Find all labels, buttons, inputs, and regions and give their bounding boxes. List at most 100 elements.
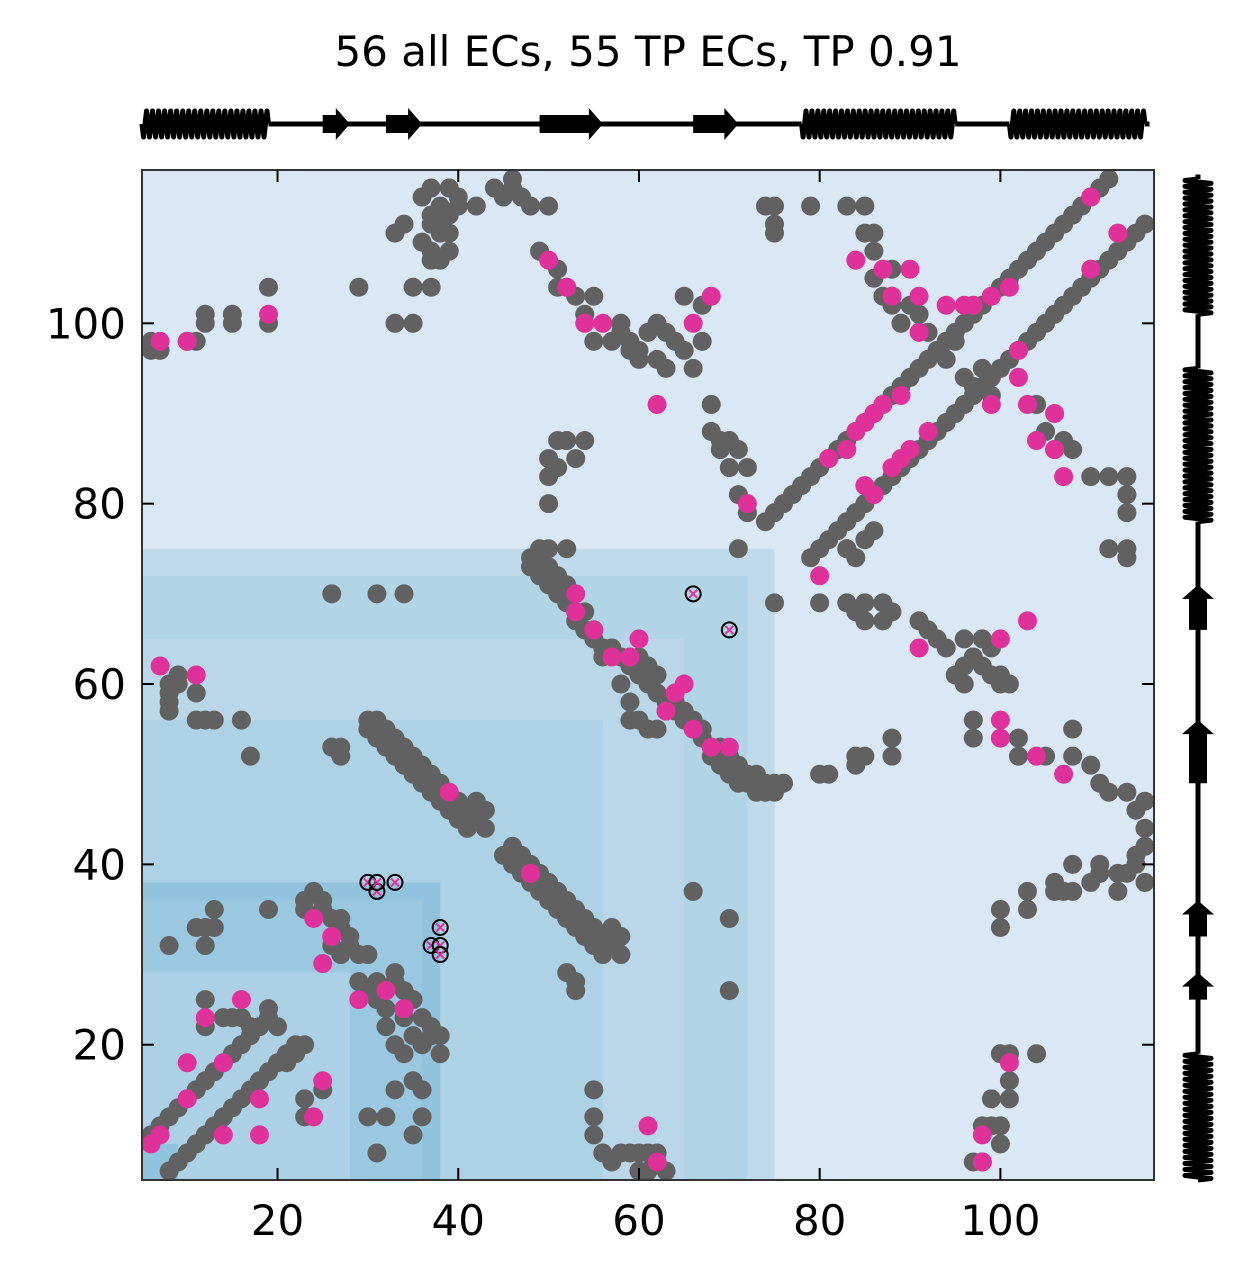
contact-point — [367, 1143, 387, 1163]
secondary-structure-top — [139, 108, 1150, 140]
contact-point — [981, 1089, 1001, 1109]
contact-point — [990, 1134, 1010, 1154]
ec-point — [972, 1125, 992, 1145]
x-tick-label: 80 — [793, 1196, 846, 1245]
contact-point — [1117, 503, 1137, 523]
ec-point — [394, 999, 414, 1019]
fp-point — [431, 919, 449, 936]
contact-point — [765, 223, 784, 243]
ec-point — [990, 629, 1010, 649]
ec-point — [873, 394, 893, 414]
ec-point — [313, 1071, 333, 1091]
contact-point — [737, 458, 757, 478]
contact-point — [1099, 539, 1119, 559]
contact-point — [322, 584, 342, 604]
contact-point — [475, 800, 495, 820]
contact-point — [566, 449, 586, 469]
contact-point — [295, 890, 315, 910]
ec-point — [177, 1089, 197, 1109]
contact-point — [1117, 485, 1137, 505]
ec-point — [701, 286, 721, 306]
contact-point — [683, 881, 703, 901]
contact-point — [692, 331, 712, 351]
contact-point — [701, 394, 721, 414]
ec-point — [972, 1152, 992, 1172]
ss-strand — [539, 108, 603, 140]
ec-point — [1054, 467, 1074, 487]
ss-helix — [139, 108, 271, 140]
ec-point — [259, 304, 278, 324]
fp-point — [431, 946, 449, 964]
ec-point — [1027, 746, 1047, 766]
ec-point — [231, 990, 251, 1010]
ec-point — [249, 1125, 269, 1145]
x-tick-label: 100 — [960, 1196, 1040, 1245]
contact-point — [1117, 467, 1137, 487]
contact-point — [349, 277, 369, 297]
x-tick-label: 20 — [251, 1196, 304, 1245]
contact-point — [584, 1107, 604, 1127]
contact-point — [548, 458, 568, 478]
ec-point — [313, 954, 333, 974]
ec-point — [1018, 611, 1037, 631]
ec-point — [620, 647, 640, 667]
contact-point — [195, 304, 215, 324]
contact-point — [403, 1125, 423, 1145]
contact-point — [204, 899, 224, 919]
contact-point — [403, 313, 423, 333]
contact-point — [954, 629, 974, 649]
contact-point — [584, 1125, 604, 1145]
contact-point — [1063, 854, 1083, 874]
contact-point — [240, 746, 260, 766]
ec-point — [439, 782, 459, 802]
contact-point — [1126, 800, 1146, 820]
ec-point — [539, 250, 559, 270]
ec-point — [846, 250, 866, 270]
ec-point — [142, 1134, 161, 1154]
ec-point — [195, 1008, 215, 1028]
contact-point — [864, 223, 884, 243]
ec-point — [1054, 764, 1074, 784]
ec-point — [900, 440, 920, 460]
contact-point — [268, 1017, 288, 1037]
ec-point — [882, 286, 902, 306]
ec-point — [719, 737, 739, 757]
ss-helix — [1182, 1051, 1214, 1183]
contact-point — [1018, 881, 1037, 901]
contact-point — [376, 1017, 396, 1037]
contact-point — [674, 340, 694, 360]
contact-point — [1081, 467, 1101, 487]
fp-point — [386, 873, 404, 891]
ss-helix — [799, 108, 958, 140]
ec-point — [1018, 394, 1037, 414]
contact-point — [1117, 548, 1137, 568]
contact-point — [683, 358, 703, 378]
ec-point — [683, 719, 703, 739]
ec-point — [322, 927, 342, 947]
contact-point — [1008, 746, 1028, 766]
contact-point — [168, 665, 188, 685]
contact-point — [629, 349, 649, 369]
contact-point — [385, 1080, 405, 1100]
ec-point — [873, 259, 893, 279]
ec-points — [142, 187, 1128, 1172]
x-tick-label: 60 — [612, 1196, 665, 1245]
ec-point — [891, 385, 911, 405]
ec-point — [150, 331, 170, 351]
contact-point — [521, 196, 541, 216]
contact-point — [1027, 1044, 1047, 1064]
ec-point — [177, 1053, 197, 1073]
contact-point — [259, 277, 278, 297]
contact-point — [159, 936, 179, 956]
ec-point — [837, 440, 857, 460]
x-tick-label: 40 — [432, 1196, 485, 1245]
contact-point — [855, 593, 875, 613]
contact-point — [1008, 728, 1028, 748]
ec-point — [304, 908, 324, 928]
ec-point — [909, 286, 929, 306]
contact-point — [765, 593, 784, 613]
ss-strand — [1182, 972, 1214, 1000]
contact-point — [801, 196, 821, 216]
ec-point — [521, 863, 541, 883]
contact-point — [855, 611, 875, 631]
